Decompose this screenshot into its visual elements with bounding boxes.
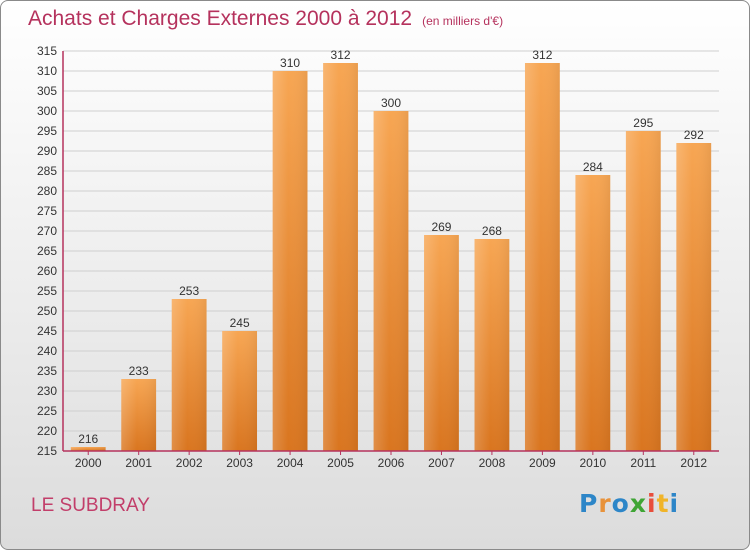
y-tick-label: 270 bbox=[37, 224, 57, 238]
data-label: 312 bbox=[331, 48, 351, 62]
x-tick-label: 2005 bbox=[327, 456, 354, 470]
bar-shine bbox=[70, 447, 106, 451]
data-label: 245 bbox=[230, 316, 250, 330]
y-tick-label: 295 bbox=[37, 124, 57, 138]
y-tick-label: 235 bbox=[37, 364, 57, 378]
bar-shine bbox=[575, 175, 611, 451]
y-tick-labels: 215 220 225 230 235 240 245 250 255 260 265 270 275 2… bbox=[37, 44, 57, 458]
data-label: 310 bbox=[280, 56, 300, 70]
y-tick-label: 285 bbox=[37, 164, 57, 178]
y-tick-label: 255 bbox=[37, 284, 57, 298]
bar-shine bbox=[424, 235, 459, 451]
y-tick-label: 225 bbox=[37, 404, 57, 418]
x-tick-label: 2011 bbox=[630, 456, 656, 470]
axes bbox=[62, 51, 719, 455]
x-tick-label: 2001 bbox=[125, 456, 152, 470]
bar-shine bbox=[676, 143, 712, 451]
bar-shine bbox=[272, 71, 308, 451]
x-tick-label: 2012 bbox=[680, 456, 707, 470]
x-tick-label: 2008 bbox=[479, 456, 506, 470]
y-tick-label: 300 bbox=[37, 104, 57, 118]
chart-title-block: Achats et Charges Externes 2000 à 2012 (e… bbox=[28, 7, 503, 31]
data-label: 284 bbox=[583, 160, 603, 174]
y-tick-label: 310 bbox=[37, 64, 57, 78]
x-tick-label: 2003 bbox=[226, 456, 253, 470]
y-tick-label: 245 bbox=[37, 324, 57, 338]
y-tick-label: 230 bbox=[37, 384, 57, 398]
data-label: 253 bbox=[179, 284, 199, 298]
chart-title: Achats et Charges Externes 2000 à 2012 bbox=[28, 7, 413, 30]
data-label: 268 bbox=[482, 224, 502, 238]
x-tick-label: 2004 bbox=[277, 456, 304, 470]
bar-shine bbox=[121, 379, 157, 451]
y-tick-label: 305 bbox=[37, 84, 57, 98]
bar-shine bbox=[373, 111, 409, 451]
data-labels: 216 233 253 245 310 312 300 269 268 312 284 295 292 bbox=[78, 48, 704, 446]
y-tick-label: 260 bbox=[37, 264, 57, 278]
data-label: 295 bbox=[633, 116, 653, 130]
data-label: 312 bbox=[532, 48, 552, 62]
y-tick-label: 250 bbox=[37, 304, 57, 318]
x-tick-label: 2000 bbox=[75, 456, 102, 470]
x-tick-labels: 2000 2001 2002 2003 2004 2005 2006 2007 2008 2009… bbox=[75, 456, 708, 470]
bar-chart: 215 220 225 230 235 240 245 250 255 260 265 270 275 2… bbox=[37, 44, 719, 470]
x-tick-label: 2002 bbox=[176, 456, 203, 470]
x-tick-label: 2006 bbox=[378, 456, 405, 470]
city-name: LE SUBDRAY bbox=[31, 495, 150, 516]
bar-shine bbox=[171, 299, 207, 451]
y-tick-label: 215 bbox=[37, 444, 57, 458]
bar-shine bbox=[323, 63, 358, 451]
bar-shine bbox=[474, 239, 510, 451]
bar-shine bbox=[524, 63, 560, 451]
bar-shine bbox=[222, 331, 258, 451]
y-tick-label: 220 bbox=[37, 424, 57, 438]
x-tick-label: 2007 bbox=[428, 456, 455, 470]
data-label: 300 bbox=[381, 96, 401, 110]
y-tick-label: 315 bbox=[37, 44, 57, 58]
data-label: 269 bbox=[431, 220, 451, 234]
proxiti-logo: Proxiti bbox=[579, 489, 680, 518]
y-tick-label: 240 bbox=[37, 344, 57, 358]
y-tick-label: 265 bbox=[37, 244, 57, 258]
y-tick-label: 275 bbox=[37, 204, 57, 218]
y-tick-label: 280 bbox=[37, 184, 57, 198]
data-label: 292 bbox=[684, 128, 704, 142]
y-tick-label: 290 bbox=[37, 144, 57, 158]
chart-subtitle: (en milliers d'€) bbox=[422, 14, 504, 28]
data-label: 233 bbox=[129, 364, 149, 378]
bar-shine bbox=[625, 131, 661, 451]
x-tick-label: 2009 bbox=[529, 456, 556, 470]
x-tick-label: 2010 bbox=[579, 456, 606, 470]
data-label: 216 bbox=[78, 432, 98, 446]
bars bbox=[70, 63, 712, 451]
